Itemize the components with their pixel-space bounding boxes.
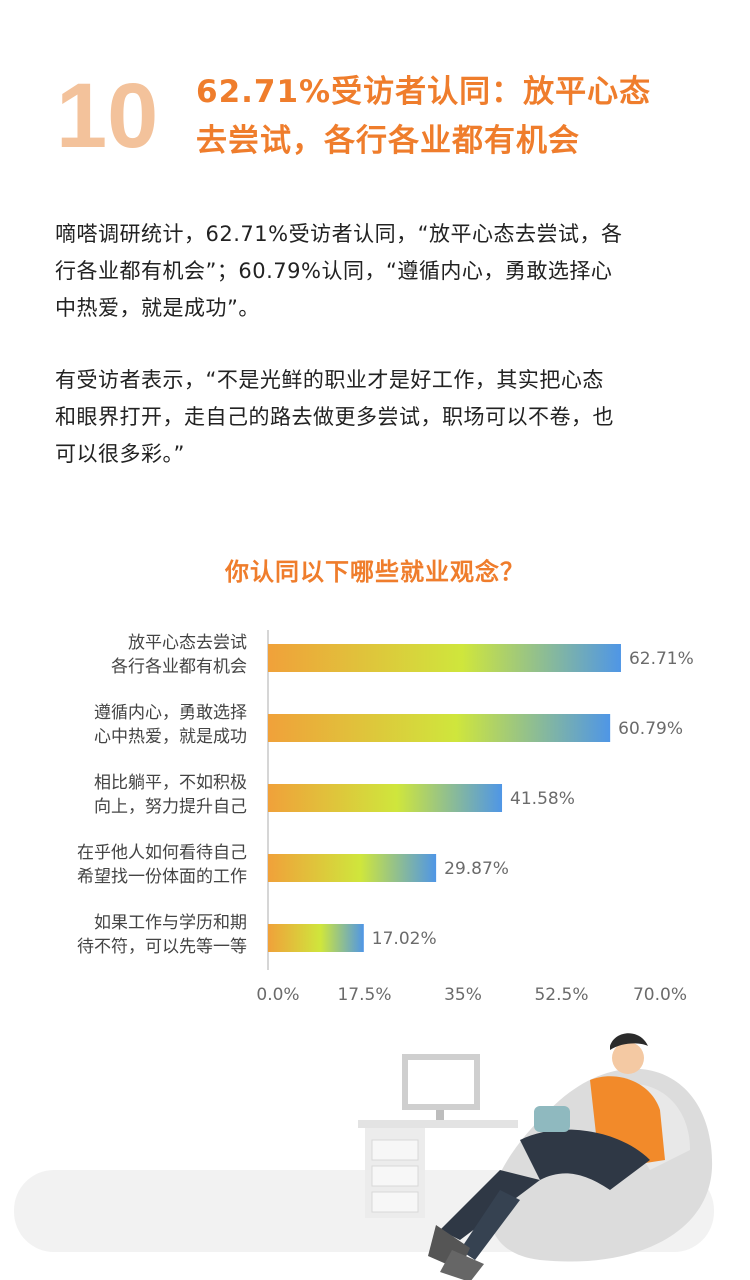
x-tick-label: 0.0% xyxy=(256,985,299,1005)
x-tick-label: 35% xyxy=(444,985,482,1005)
person-hair xyxy=(610,1033,648,1050)
category-label: 心中热爱，就是成功 xyxy=(94,727,247,747)
category-label: 如果工作与学历和期 xyxy=(94,913,247,933)
person-on-beanbag-illustration xyxy=(14,1033,714,1280)
bar xyxy=(268,644,621,672)
category-label: 各行各业都有机会 xyxy=(111,657,247,677)
bar-value-label: 17.02% xyxy=(372,929,437,949)
paragraph-line: 嘀嗒调研统计，62.71%受访者认同，“放平心态去尝试，各 xyxy=(55,222,623,246)
bar-value-label: 41.58% xyxy=(510,789,575,809)
category-label: 希望找一份体面的工作 xyxy=(77,867,247,887)
body-paragraph-1: 嘀嗒调研统计，62.71%受访者认同，“放平心态去尝试，各 行各业都有机会”；6… xyxy=(55,216,700,327)
bar xyxy=(268,854,437,882)
bar xyxy=(268,924,364,952)
bar xyxy=(268,714,611,742)
category-label: 向上，努力提升自己 xyxy=(94,797,247,817)
person-leg-lower-2 xyxy=(460,1190,520,1260)
cup-icon xyxy=(534,1106,570,1132)
monitor-stand xyxy=(436,1110,444,1120)
section-number: 10 xyxy=(56,65,159,167)
person-head xyxy=(612,1042,644,1074)
paragraph-line: 行各业都有机会”；60.79%认同，“遵循内心，勇敢选择心 xyxy=(55,259,613,283)
category-label: 在乎他人如何看待自己 xyxy=(77,843,247,863)
paragraph-line: 有受访者表示，“不是光鲜的职业才是好工作，其实把心态 xyxy=(55,368,604,392)
body-paragraph-2: 有受访者表示，“不是光鲜的职业才是好工作，其实把心态 和眼界打开，走自己的路去做… xyxy=(55,362,700,473)
drawer xyxy=(371,1139,419,1161)
category-label: 放平心态去尝试 xyxy=(128,633,247,653)
x-tick-label: 17.5% xyxy=(337,985,391,1005)
bar-value-label: 62.71% xyxy=(629,649,694,669)
person-leg-upper xyxy=(520,1129,650,1190)
person-shoe xyxy=(440,1250,484,1280)
bar-value-label: 29.87% xyxy=(444,859,509,879)
section-header: 10 62.71%受访者认同：放平心态 去尝试，各行各业都有机会 xyxy=(56,66,716,176)
desk-top xyxy=(358,1120,518,1128)
paragraph-line: 和眼界打开，走自己的路去做更多尝试，职场可以不卷，也 xyxy=(55,405,614,429)
bar-value-label: 60.79% xyxy=(618,719,683,739)
section-title-line-1: 62.71%受访者认同：放平心态 xyxy=(196,74,652,110)
paragraph-line: 可以很多彩。” xyxy=(55,442,185,466)
chart-title: 你认同以下哪些就业观念？ xyxy=(225,558,525,586)
category-label: 遵循内心，勇敢选择 xyxy=(94,703,247,723)
section-title-line-2: 去尝试，各行各业都有机会 xyxy=(196,123,580,159)
section-title: 62.71%受访者认同：放平心态 去尝试，各行各业都有机会 xyxy=(196,68,716,166)
drawer xyxy=(371,1191,419,1213)
bar xyxy=(268,784,503,812)
monitor-screen xyxy=(408,1060,474,1104)
x-tick-label: 52.5% xyxy=(534,985,588,1005)
x-tick-label: 70.0% xyxy=(633,985,687,1005)
drawer xyxy=(371,1165,419,1187)
category-label: 待不符，可以先等一等 xyxy=(77,937,247,957)
paragraph-line: 中热爱，就是成功”。 xyxy=(55,296,260,320)
category-label: 相比躺平，不如积极 xyxy=(94,773,247,793)
